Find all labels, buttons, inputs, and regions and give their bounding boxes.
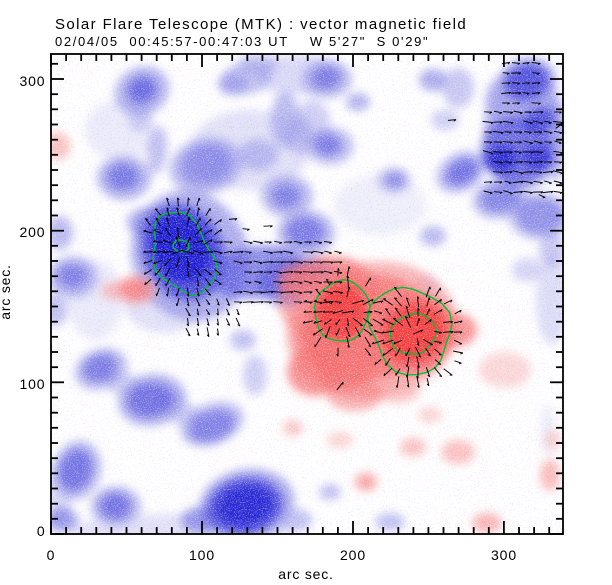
svg-text:200: 200 <box>19 224 45 240</box>
svg-text:100: 100 <box>19 376 45 392</box>
svg-text:0: 0 <box>37 523 46 539</box>
svg-text:arc sec.: arc sec. <box>278 566 333 582</box>
svg-text:200: 200 <box>340 547 366 563</box>
svg-text:300: 300 <box>491 547 517 563</box>
svg-text:0: 0 <box>47 547 56 563</box>
svg-text:100: 100 <box>189 547 215 563</box>
svg-text:arc sec.: arc sec. <box>0 264 13 319</box>
svg-text:300: 300 <box>19 73 45 89</box>
